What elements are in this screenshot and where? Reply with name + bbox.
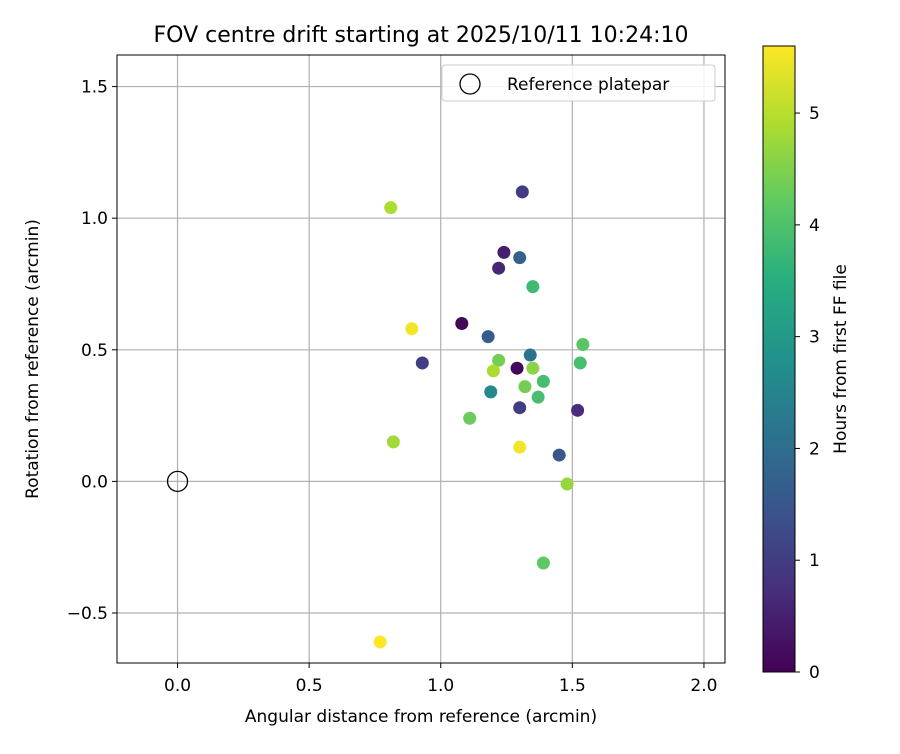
- chart-title: FOV centre drift starting at 2025/10/11 …: [154, 23, 689, 48]
- y-axis-label: Rotation from reference (arcmin): [23, 219, 43, 499]
- data-point: [492, 353, 506, 367]
- data-point: [518, 380, 532, 394]
- data-point: [531, 390, 545, 404]
- data-point: [481, 330, 495, 344]
- colorbar-tick-label: 3: [809, 328, 820, 348]
- data-point: [492, 261, 506, 275]
- data-point: [523, 348, 537, 362]
- data-point: [486, 364, 500, 378]
- data-point: [576, 338, 590, 352]
- colorbar-tick-label: 1: [809, 551, 820, 571]
- y-tick-label: 1.0: [81, 209, 108, 229]
- x-tick-label: 1.5: [559, 676, 586, 696]
- data-point: [497, 245, 511, 259]
- data-point: [463, 411, 477, 425]
- colorbar: 0 1 2 3 4 5 Hours from first FF file: [762, 45, 851, 683]
- colorbar-tick-label: 4: [809, 216, 820, 236]
- x-axis-label: Angular distance from reference (arcmin): [245, 707, 597, 727]
- colorbar-tick-label: 5: [809, 104, 820, 124]
- legend-marker-reference: [459, 73, 481, 95]
- x-axis-ticks: 0.0 0.5 1.0 1.5 2.0: [164, 663, 717, 696]
- colorbar-label: Hours from first FF file: [831, 264, 851, 454]
- data-point: [552, 448, 566, 462]
- data-point: [513, 251, 527, 265]
- plot-frame: [116, 54, 726, 664]
- data-point: [536, 374, 550, 388]
- y-tick-label: −0.5: [67, 604, 108, 624]
- data-point: [573, 356, 587, 370]
- colorbar-gradient: [763, 46, 795, 672]
- data-point: [455, 316, 469, 330]
- data-point: [510, 361, 524, 375]
- data-point: [415, 356, 429, 370]
- data-point: [571, 403, 585, 417]
- data-points: [166, 185, 590, 649]
- x-tick-label: 0.5: [296, 676, 323, 696]
- y-tick-label: 1.5: [81, 78, 108, 98]
- legend-box: [441, 64, 716, 102]
- data-point: [484, 385, 498, 399]
- x-tick-label: 1.0: [427, 676, 454, 696]
- data-point: [536, 556, 550, 570]
- data-point: [513, 401, 527, 415]
- data-point: [373, 635, 387, 649]
- y-axis-ticks: −0.5 0.0 0.5 1.0 1.5: [67, 78, 117, 624]
- data-point: [405, 322, 419, 336]
- reference-platepar-marker: [166, 470, 189, 493]
- y-tick-label: 0.5: [81, 341, 108, 361]
- colorbar-tick-label: 2: [809, 439, 820, 459]
- data-point: [386, 435, 400, 449]
- data-point: [384, 201, 398, 215]
- data-point: [526, 361, 540, 375]
- colorbar-ticks: 0 1 2 3 4 5: [795, 104, 820, 683]
- data-point: [526, 280, 540, 294]
- y-tick-label: 0.0: [81, 472, 108, 492]
- colorbar-frame: [762, 45, 796, 673]
- data-point: [560, 477, 574, 491]
- x-tick-label: 0.0: [164, 676, 191, 696]
- data-point: [513, 440, 527, 454]
- legend: Reference platepar: [441, 64, 716, 102]
- colorbar-tick-label: 0: [809, 663, 820, 683]
- x-tick-label: 2.0: [690, 676, 717, 696]
- legend-label-reference: Reference platepar: [507, 75, 669, 95]
- data-point: [515, 185, 529, 199]
